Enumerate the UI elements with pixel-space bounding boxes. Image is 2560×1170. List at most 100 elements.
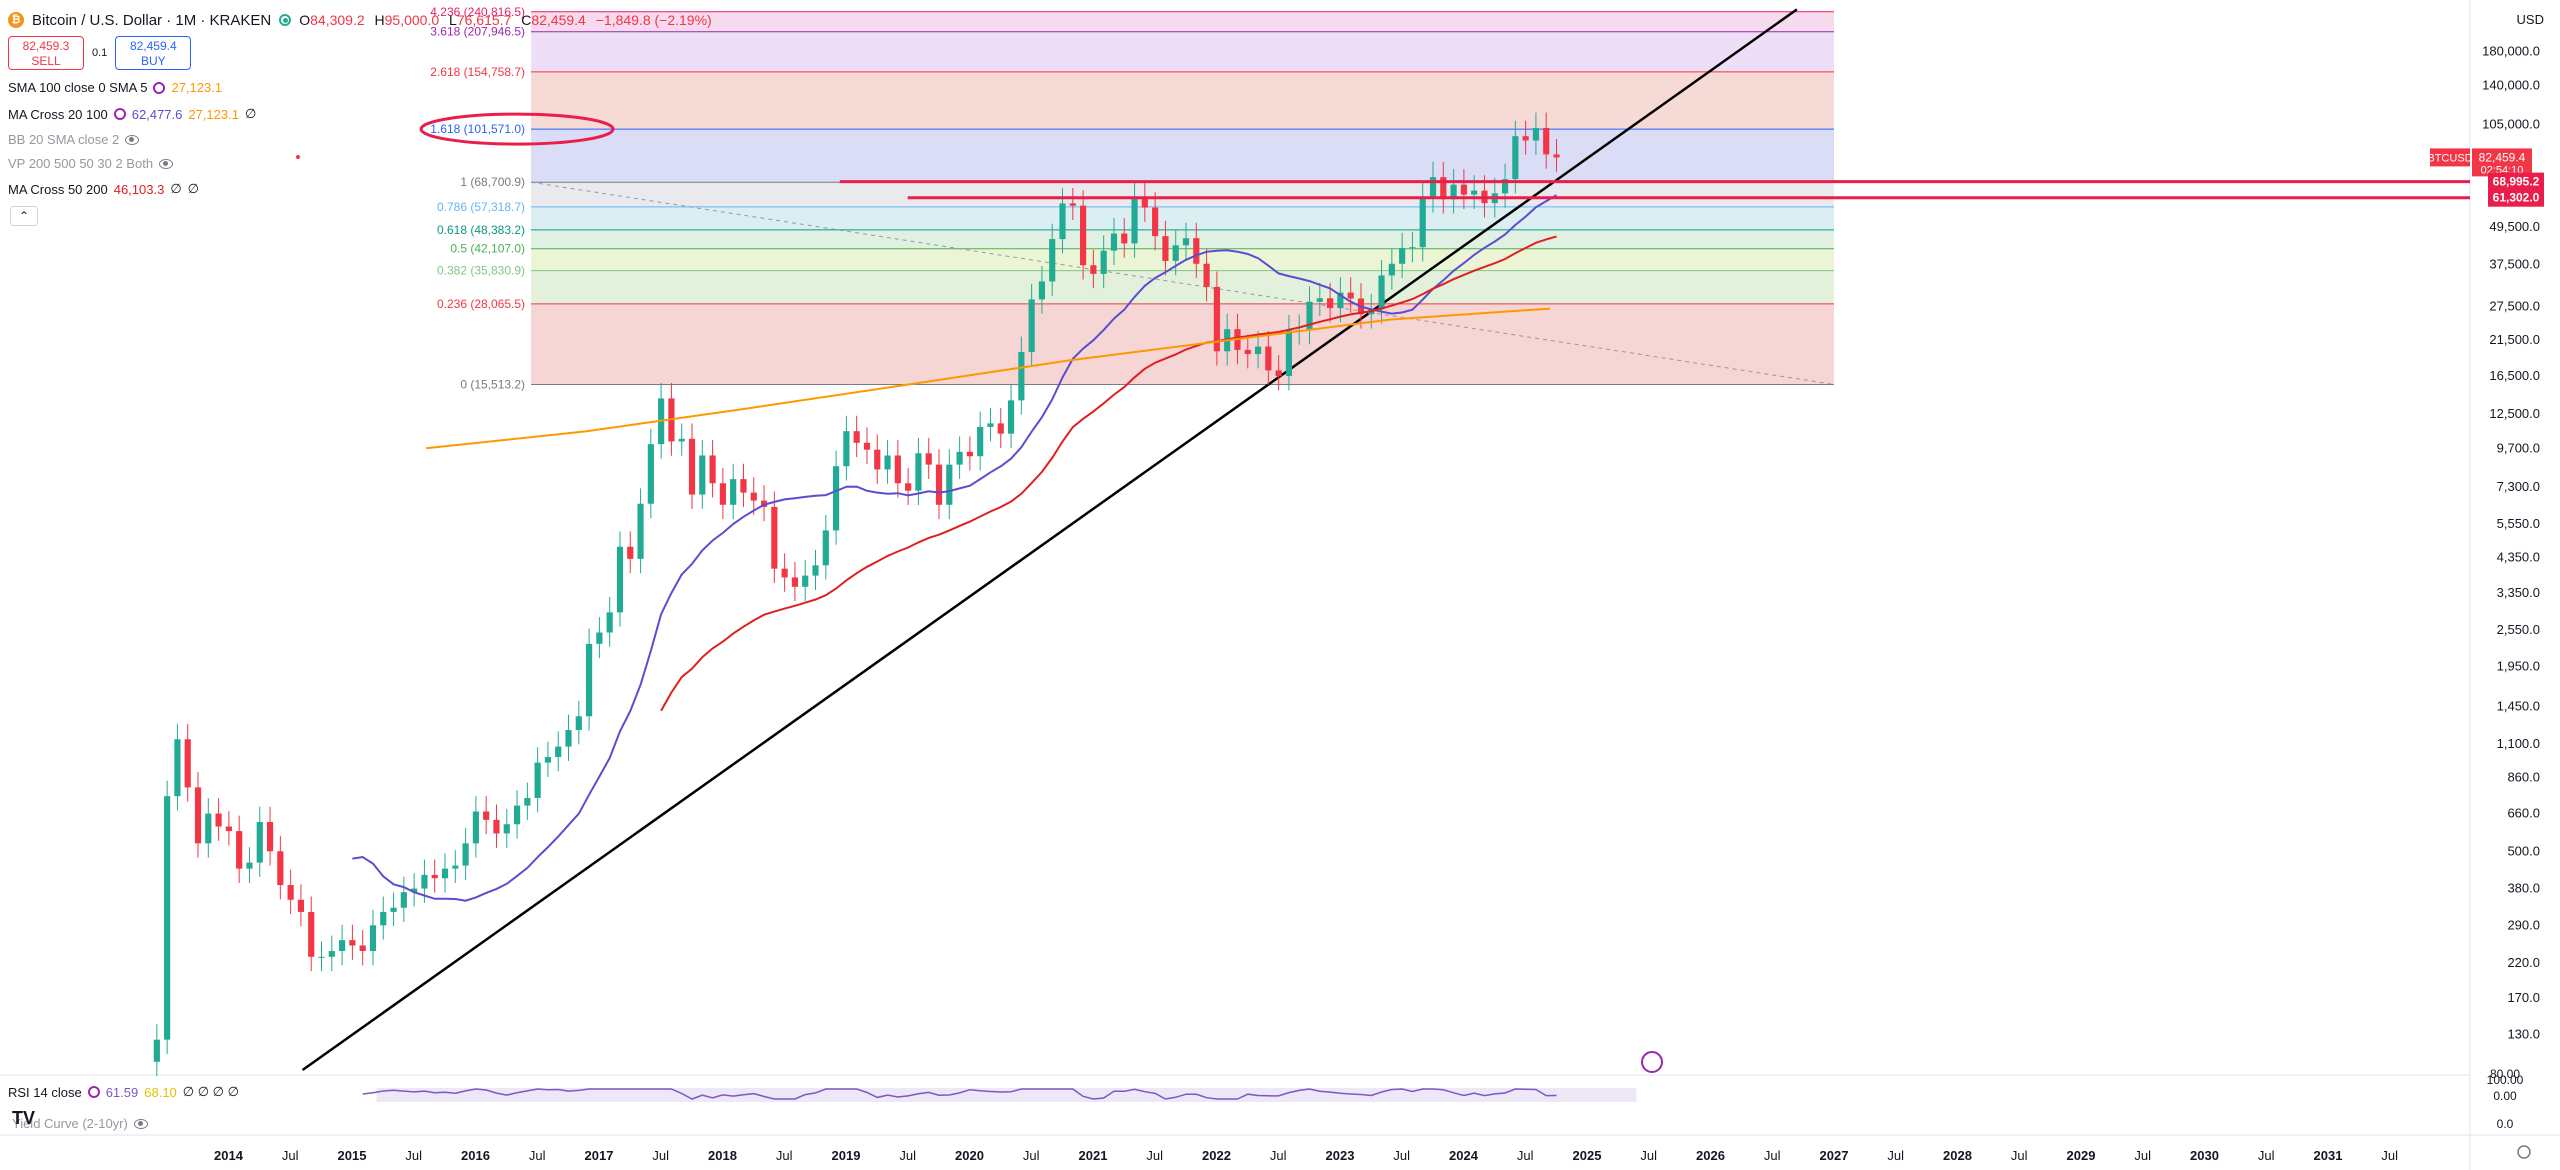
change-value: −1,849.8 (−2.19%) <box>595 12 712 28</box>
candle-body <box>853 431 860 443</box>
indicator-volume-profile[interactable]: VP 200 500 50 30 2 Both <box>8 156 174 171</box>
candle-body <box>956 451 963 465</box>
time-axis-tick: 2016 <box>461 1148 490 1163</box>
candle-body <box>966 451 973 457</box>
candle-body <box>503 824 510 834</box>
candle-body <box>1460 184 1467 195</box>
price-axis-tick: 290.0 <box>2507 917 2540 932</box>
candle-body <box>863 442 871 450</box>
candle-body <box>246 862 253 869</box>
currency-label[interactable]: USD <box>2516 12 2544 27</box>
time-axis-tick: Jul <box>2011 1148 2028 1163</box>
hidden-eye-icon[interactable] <box>133 1118 148 1129</box>
hidden-eye-icon[interactable] <box>125 134 140 145</box>
fib-band <box>531 11 1834 32</box>
candle-body <box>1378 275 1385 310</box>
collapse-legend-button[interactable]: ⌃ <box>10 206 38 226</box>
candle-body <box>421 874 428 889</box>
fib-band <box>531 303 1834 385</box>
fib-level-label: 0.618 (48,383.2) <box>437 223 525 237</box>
candle-body <box>905 483 912 491</box>
price-axis-tick: 21,500.0 <box>2489 332 2540 347</box>
price-axis-tick: 9,700.0 <box>2497 440 2540 455</box>
candle-body <box>452 865 459 869</box>
candle-body <box>1213 286 1220 352</box>
fib-band <box>531 206 1834 230</box>
candle-body <box>359 945 366 952</box>
buy-button[interactable]: 82,459.4 BUY <box>115 36 192 70</box>
candle-body <box>277 851 284 886</box>
ohlc-values: O84,309.2 H95,000.0 L76,615.7 C82,459.4 … <box>299 12 712 28</box>
price-axis-tick: 860.0 <box>2507 770 2540 785</box>
candle-body <box>1182 238 1190 246</box>
candle-body <box>791 577 799 587</box>
price-axis-tick: 27,500.0 <box>2489 299 2540 314</box>
candle-body <box>380 911 387 926</box>
symbol-title[interactable]: Bitcoin / U.S. Dollar · 1M · KRAKEN <box>32 11 272 29</box>
candle-body <box>616 546 624 613</box>
settings-icon[interactable] <box>153 81 166 94</box>
candle-body <box>1429 177 1437 199</box>
candle-body <box>534 762 541 798</box>
candle-body <box>719 483 726 505</box>
candle-body <box>1512 136 1519 180</box>
indicator-ma-cross-50-200[interactable]: MA Cross 50 200 46,103.3 ∅ ∅ <box>8 181 199 197</box>
price-axis-tick: 1,450.0 <box>2497 699 2540 714</box>
candle-body <box>1275 370 1282 377</box>
yield-axis-tick: 0.0 <box>2497 1117 2514 1131</box>
rsi-line <box>362 1088 1557 1100</box>
time-axis-tick: Jul <box>652 1148 669 1163</box>
settings-icon[interactable] <box>113 108 126 120</box>
price-axis-tick: 660.0 <box>2507 806 2540 821</box>
time-axis-tick: 2022 <box>1202 1148 1231 1163</box>
candle-body <box>688 438 696 495</box>
candle-body <box>627 546 634 559</box>
candle-body <box>1306 301 1313 331</box>
candle-body <box>874 449 881 470</box>
rsi-axis-tick: 80.00 <box>2490 1067 2520 1081</box>
candle-body <box>1080 205 1087 266</box>
candle-body <box>647 444 654 504</box>
candle-body <box>1501 179 1509 194</box>
fib-band <box>531 229 1834 249</box>
candle-body <box>1110 233 1118 251</box>
candle-body <box>1543 127 1550 155</box>
time-axis-tick: Jul <box>529 1148 546 1163</box>
price-axis-tick: 500.0 <box>2507 843 2540 858</box>
candle-body <box>802 575 809 587</box>
price-axis-tick: 1,950.0 <box>2497 658 2540 673</box>
candle-body <box>1038 281 1046 300</box>
hidden-eye-icon[interactable] <box>159 158 174 169</box>
time-axis-tick: Jul <box>899 1148 916 1163</box>
rsi-axis-tick: 100.00 <box>2487 1073 2524 1087</box>
indicator-bollinger[interactable]: BB 20 SMA close 2 <box>8 132 140 147</box>
candle-body <box>1069 203 1076 206</box>
indicator-sma100[interactable]: SMA 100 close 0 SMA 5 27,123.1 <box>8 80 223 95</box>
time-axis-tick: Jul <box>776 1148 793 1163</box>
time-axis-tick: 2015 <box>338 1148 367 1163</box>
fib-level-label: 0.5 (42,107.0) <box>450 242 525 256</box>
candle-body <box>1059 203 1066 240</box>
sell-button[interactable]: 82,459.3 SELL <box>8 36 84 70</box>
time-axis-tick: 2024 <box>1449 1148 1479 1163</box>
candle-body <box>297 899 305 912</box>
candle-body <box>1450 184 1457 200</box>
rsi-legend[interactable]: RSI 14 close 61.59 68.10 ∅ ∅ ∅ ∅ <box>8 1084 239 1100</box>
candle-body <box>997 423 1004 434</box>
candle-body <box>390 907 397 912</box>
market-open-icon <box>279 14 292 26</box>
settings-icon[interactable] <box>87 1086 100 1098</box>
candle-body <box>637 503 644 559</box>
trade-panel: 82,459.3 SELL 0.1 82,459.4 BUY <box>8 36 192 70</box>
candle-body <box>760 500 768 507</box>
symbol-header: ₿ Bitcoin / U.S. Dollar · 1M · KRAKEN O8… <box>8 8 718 32</box>
level-price-text: 61,302.0 <box>2493 191 2540 205</box>
time-axis-tick: 2026 <box>1696 1148 1725 1163</box>
candle-body <box>287 885 294 900</box>
candle-body <box>400 892 407 908</box>
indicator-ma-cross-20-100[interactable]: MA Cross 20 100 62,477.6 27,123.1 ∅ <box>8 106 257 122</box>
fib-level-label: 2.618 (154,758.7) <box>430 65 525 79</box>
candle-body <box>472 811 479 844</box>
yield-curve-legend[interactable]: Yield Curve (2-10yr) <box>12 1116 148 1131</box>
